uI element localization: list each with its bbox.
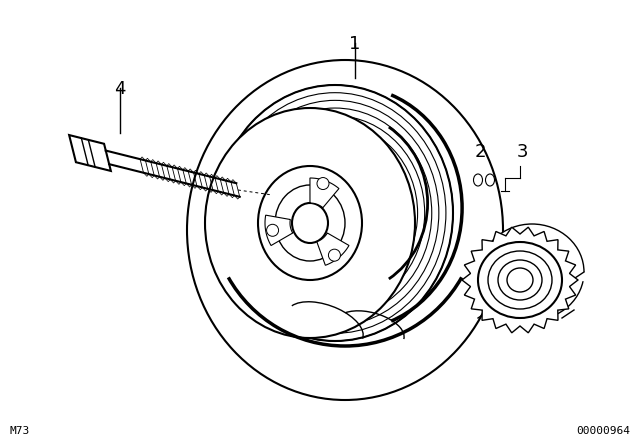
Circle shape [317, 177, 329, 190]
Polygon shape [69, 135, 111, 171]
Ellipse shape [258, 166, 362, 280]
Ellipse shape [480, 224, 584, 320]
Ellipse shape [486, 174, 495, 186]
Ellipse shape [217, 85, 453, 341]
Text: 00000964: 00000964 [576, 426, 630, 436]
Text: 1: 1 [349, 35, 361, 53]
Circle shape [267, 224, 278, 236]
Ellipse shape [478, 242, 562, 318]
Text: 4: 4 [115, 80, 125, 98]
Ellipse shape [292, 203, 328, 243]
Polygon shape [317, 233, 349, 265]
Polygon shape [462, 227, 578, 333]
Polygon shape [265, 215, 292, 246]
Ellipse shape [507, 268, 533, 292]
Ellipse shape [488, 251, 552, 309]
Text: M73: M73 [10, 426, 30, 436]
Ellipse shape [498, 260, 542, 300]
Text: 2: 2 [474, 143, 486, 161]
Ellipse shape [205, 108, 415, 338]
Polygon shape [310, 178, 339, 208]
Text: 3: 3 [516, 143, 528, 161]
Ellipse shape [275, 185, 345, 261]
Ellipse shape [187, 60, 503, 400]
Circle shape [328, 249, 340, 261]
Ellipse shape [474, 174, 483, 186]
Polygon shape [468, 272, 584, 280]
